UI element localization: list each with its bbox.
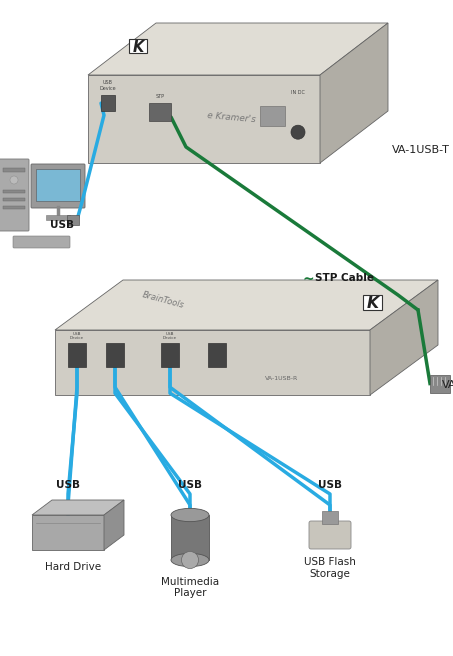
Text: e Kramer's: e Kramer's: [207, 111, 256, 124]
Bar: [260, 106, 285, 126]
Polygon shape: [320, 23, 388, 163]
Text: STP Cable: STP Cable: [315, 273, 374, 283]
Circle shape: [10, 176, 18, 184]
Polygon shape: [370, 280, 438, 395]
Bar: [3, 168, 25, 172]
Text: USB: USB: [50, 220, 74, 230]
Bar: [36, 169, 80, 201]
Bar: [208, 343, 226, 367]
Bar: [106, 343, 124, 367]
Text: VA-1USB-T: VA-1USB-T: [392, 145, 450, 155]
Polygon shape: [88, 23, 388, 75]
Text: IN DC: IN DC: [291, 90, 305, 95]
Text: USB Flash
Storage: USB Flash Storage: [304, 557, 356, 579]
Bar: [3, 198, 25, 201]
Circle shape: [182, 552, 198, 569]
Bar: [171, 515, 209, 560]
Polygon shape: [88, 75, 320, 163]
Text: USB: USB: [56, 480, 80, 490]
Text: K: K: [366, 296, 378, 311]
Text: BrainTools: BrainTools: [141, 290, 185, 310]
Polygon shape: [104, 500, 124, 550]
Text: Hard Drive: Hard Drive: [45, 562, 101, 572]
Bar: [322, 511, 338, 524]
FancyBboxPatch shape: [13, 236, 70, 248]
Bar: [161, 343, 179, 367]
Text: USB: USB: [178, 480, 202, 490]
Bar: [129, 39, 147, 53]
Text: USB: USB: [318, 480, 342, 490]
Circle shape: [291, 125, 305, 139]
Text: STP: STP: [155, 94, 164, 99]
Text: Multimedia
Player: Multimedia Player: [161, 577, 219, 598]
FancyBboxPatch shape: [309, 521, 351, 549]
Text: USB
Device: USB Device: [100, 80, 116, 91]
Text: VA-1USB-R: VA-1USB-R: [265, 377, 299, 381]
Polygon shape: [32, 500, 124, 515]
Text: ~: ~: [302, 273, 314, 287]
Bar: [430, 375, 450, 392]
Text: USB
Device: USB Device: [70, 331, 84, 340]
Text: K: K: [132, 39, 144, 54]
Bar: [363, 295, 382, 310]
Text: USB
Device: USB Device: [163, 331, 177, 340]
Ellipse shape: [171, 508, 209, 522]
Bar: [46, 215, 70, 220]
Polygon shape: [55, 330, 370, 395]
Bar: [67, 215, 79, 225]
Polygon shape: [55, 280, 438, 330]
Bar: [68, 343, 86, 367]
Text: VA-1USB-R: VA-1USB-R: [442, 380, 453, 390]
Bar: [149, 103, 171, 121]
Bar: [3, 190, 25, 193]
Bar: [101, 95, 115, 111]
FancyBboxPatch shape: [0, 159, 29, 231]
Ellipse shape: [171, 554, 209, 567]
Polygon shape: [32, 515, 104, 550]
FancyBboxPatch shape: [31, 164, 85, 208]
Bar: [3, 206, 25, 209]
